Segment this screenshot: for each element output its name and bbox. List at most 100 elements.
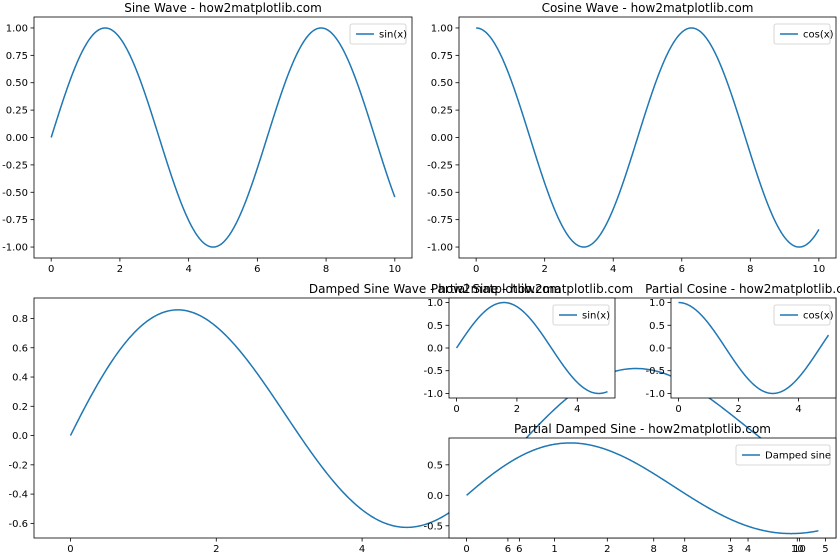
y-tick-label: -1.00 [2,243,28,254]
y-tick-label: 0.5 [427,321,443,332]
x-tick-label: 8 [747,264,753,275]
y-tick-label: 0.6 [12,343,28,354]
x-tick-label: 6 [679,264,685,275]
x-tick-label: 10 [388,264,401,275]
y-tick-label: 0.0 [12,431,28,442]
y-tick-label: 0.75 [431,51,453,62]
y-tick-label: -0.25 [427,160,453,171]
y-tick-label: 1.00 [431,23,453,34]
y-tick-label: 0.0 [427,344,443,355]
legend-label: Damped sine [765,451,831,462]
series-line [678,301,830,395]
chart-title: Damped Sine Wave - how2matplotlib.com [309,282,561,296]
y-tick-label: -0.5 [423,521,443,532]
x-tick-label: 2 [604,544,610,555]
x-tick-label: 4 [610,264,616,275]
legend-label: sin(x) [379,30,407,41]
y-tick-label: -0.25 [2,160,28,171]
chart-partial-damped: 0 2 4 6 1 8 3 10 5 -0.5 0.0 0.5 Partial Damped Sine … [423,422,837,555]
y-tick-label: -0.75 [427,215,453,226]
x-tick-label: 4 [359,544,365,555]
y-tick-label: 0.8 [12,314,28,325]
legend-box [773,23,831,45]
y-tick-label: -0.2 [8,460,28,471]
chart-cosine: 0 2 4 6 8 10 -1.00 -0.75 -0.50 -0.25 0.00 0.25 0.50 0… [427,1,837,275]
x-tick-label: 2 [514,404,520,415]
chart-title: Partial Damped Sine - how2matplotlib.com [514,422,771,436]
legend-box [773,304,831,326]
x-tick-label: 4 [574,404,580,415]
y-tick-label: 0.5 [649,321,665,332]
y-tick-label: 0.4 [12,373,28,384]
legend-label: sin(x) [582,311,610,322]
y-tick-label: 0.50 [6,78,28,89]
y-tick-label: 0.0 [649,344,665,355]
chart-title: Partial Sine - how2matplotlib.com [431,282,633,296]
x-tick-label: 4 [185,264,191,275]
chart-partial-cosine: 0 2 4 -1.0 -0.5 0.0 0.5 1.0 Partial Cosine - how… [645,282,840,415]
legend-box [735,444,831,466]
x-tick-label: 5 [822,544,828,555]
y-tick-label: 0.00 [431,133,453,144]
y-tick-label: -1.00 [427,243,453,254]
y-tick-label: 1.0 [427,298,443,309]
y-tick-label: -0.50 [2,188,28,199]
legend-box [349,23,407,45]
y-tick-label: 0.0 [427,491,443,502]
x-tick-label: 2 [541,264,547,275]
x-tick-label: 10 [793,544,806,555]
x-tick-label: 10 [812,264,825,275]
x-tick-label: 6 [516,544,522,555]
x-tick-label: 0 [67,544,73,555]
legend-label: cos(x) [803,311,834,322]
y-tick-label: -0.5 [645,366,665,377]
chart-sine: 0 2 4 6 8 10 -1.00 -0.75 -0.50 -0.25 0.00 0.25 0.50 0… [2,1,413,275]
y-tick-label: -0.5 [423,366,443,377]
x-tick-label: 0 [463,544,469,555]
x-tick-label: 2 [213,544,219,555]
legend-box [552,304,610,326]
chart-title: Cosine Wave - how2matplotlib.com [542,1,754,15]
y-tick-label: 1.0 [649,298,665,309]
y-tick-label: 1.00 [6,23,28,34]
y-tick-label: -0.75 [2,215,28,226]
x-tick-label: 0 [453,404,459,415]
y-tick-label: 0.25 [6,106,28,117]
chart-title: Partial Cosine - how2matplotlib.com [645,282,840,296]
x-tick-label: 2 [735,404,741,415]
x-tick-label: 8 [323,264,329,275]
x-tick-label: 6 [254,264,260,275]
series-line [466,442,819,535]
y-tick-label: 0.75 [6,51,28,62]
y-tick-label: -0.4 [8,490,28,501]
axes-frame [458,16,837,259]
x-tick-label: 4 [745,544,751,555]
y-tick-label: 0.5 [427,460,443,471]
x-tick-label: 2 [117,264,123,275]
x-tick-label: 3 [727,544,733,555]
x-tick-label: 1 [551,544,557,555]
x-tick-label: 10 [791,544,804,555]
x-tick-label: 8 [682,544,688,555]
y-tick-label: 0.2 [12,402,28,413]
x-tick-label: 0 [48,264,54,275]
y-tick-label: -1.0 [423,389,443,400]
x-tick-label: 0 [473,264,479,275]
y-tick-label: 0.50 [431,78,453,89]
chart-partial-sine: 0 2 4 -1.0 -0.5 0.0 0.5 1.0 Partial Sine - how2m… [423,282,633,415]
y-tick-label: 0.00 [6,133,28,144]
series-line [455,301,608,395]
axes-frame [33,16,413,259]
x-tick-label: 0 [675,404,681,415]
x-tick-label: 6 [505,544,511,555]
y-tick-label: -0.6 [8,519,28,530]
y-tick-label: -1.0 [645,389,665,400]
series-line [50,27,396,248]
series-line [476,27,820,248]
x-tick-label: 4 [795,404,801,415]
y-tick-label: 0.25 [431,106,453,117]
chart-title: Sine Wave - how2matplotlib.com [124,1,322,15]
y-tick-label: -0.50 [427,188,453,199]
legend-label: cos(x) [803,30,834,41]
